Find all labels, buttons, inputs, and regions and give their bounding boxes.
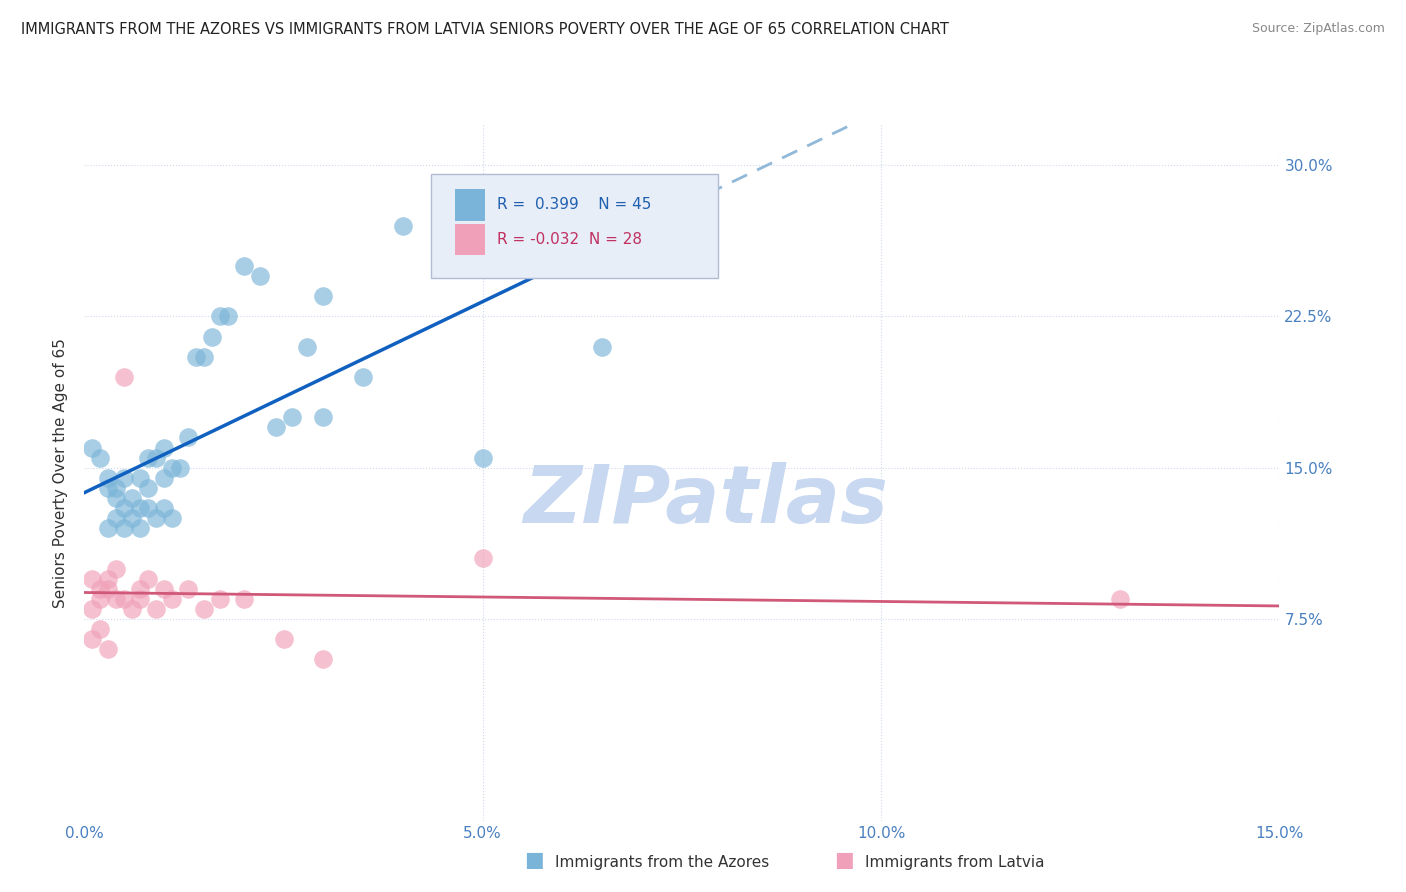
Point xyxy=(208,310,231,324)
Text: Source: ZipAtlas.com: Source: ZipAtlas.com xyxy=(1251,22,1385,36)
Point xyxy=(136,501,159,516)
Bar xyxy=(456,224,485,255)
Bar xyxy=(456,189,485,220)
Point xyxy=(105,491,128,505)
Point xyxy=(1109,591,1132,606)
Point xyxy=(145,450,167,465)
Point xyxy=(97,582,120,596)
Point xyxy=(169,460,191,475)
Point xyxy=(105,561,128,575)
Point xyxy=(217,310,239,324)
Point xyxy=(105,511,128,525)
Point xyxy=(112,471,135,485)
Point xyxy=(471,450,494,465)
Point xyxy=(112,521,135,535)
Text: R =  0.399    N = 45: R = 0.399 N = 45 xyxy=(496,197,651,212)
Point xyxy=(193,350,215,364)
Point xyxy=(312,652,335,666)
Point xyxy=(208,591,231,606)
Point xyxy=(97,471,120,485)
Point xyxy=(112,370,135,384)
Text: ■: ■ xyxy=(524,850,544,870)
Point xyxy=(471,551,494,566)
Point xyxy=(201,329,224,343)
Point xyxy=(280,410,302,425)
Point xyxy=(153,441,176,455)
Y-axis label: Seniors Poverty Over the Age of 65: Seniors Poverty Over the Age of 65 xyxy=(53,338,69,607)
Point xyxy=(121,602,143,616)
Point xyxy=(264,420,287,434)
Point xyxy=(82,632,104,647)
Point xyxy=(153,582,176,596)
Point xyxy=(82,572,104,586)
Point xyxy=(392,219,415,233)
Point xyxy=(232,591,254,606)
Point xyxy=(136,450,159,465)
Point xyxy=(129,521,152,535)
Point xyxy=(297,340,319,354)
Text: IMMIGRANTS FROM THE AZORES VS IMMIGRANTS FROM LATVIA SENIORS POVERTY OVER THE AG: IMMIGRANTS FROM THE AZORES VS IMMIGRANTS… xyxy=(21,22,949,37)
Point xyxy=(177,430,200,444)
Text: Immigrants from Latvia: Immigrants from Latvia xyxy=(865,855,1045,870)
Point xyxy=(145,602,167,616)
Point xyxy=(671,188,693,202)
Point xyxy=(153,471,176,485)
Point xyxy=(105,481,128,495)
Point xyxy=(129,471,152,485)
Point xyxy=(136,481,159,495)
Point xyxy=(160,511,183,525)
Point xyxy=(121,511,143,525)
Point xyxy=(97,642,120,657)
Point xyxy=(153,501,176,516)
Point xyxy=(129,501,152,516)
Point xyxy=(89,591,111,606)
Point xyxy=(105,591,128,606)
Point xyxy=(312,410,335,425)
Text: Immigrants from the Azores: Immigrants from the Azores xyxy=(555,855,769,870)
Point xyxy=(249,269,271,284)
Point xyxy=(129,591,152,606)
Point xyxy=(112,591,135,606)
Point xyxy=(160,460,183,475)
FancyBboxPatch shape xyxy=(430,174,718,278)
Point xyxy=(129,582,152,596)
Point xyxy=(82,441,104,455)
Point xyxy=(184,350,207,364)
Point xyxy=(121,491,143,505)
Point xyxy=(273,632,295,647)
Point xyxy=(97,572,120,586)
Point xyxy=(89,450,111,465)
Point xyxy=(177,582,200,596)
Point xyxy=(232,259,254,273)
Point xyxy=(97,481,120,495)
Point xyxy=(193,602,215,616)
Text: ■: ■ xyxy=(834,850,853,870)
Point xyxy=(160,591,183,606)
Point xyxy=(591,340,613,354)
Text: R = -0.032  N = 28: R = -0.032 N = 28 xyxy=(496,232,641,247)
Point xyxy=(312,289,335,303)
Point xyxy=(89,622,111,636)
Point xyxy=(145,511,167,525)
Point xyxy=(97,521,120,535)
Text: ZIPatlas: ZIPatlas xyxy=(523,461,889,540)
Point xyxy=(352,370,374,384)
Point xyxy=(89,582,111,596)
Point xyxy=(112,501,135,516)
Point xyxy=(136,572,159,586)
Point xyxy=(82,602,104,616)
